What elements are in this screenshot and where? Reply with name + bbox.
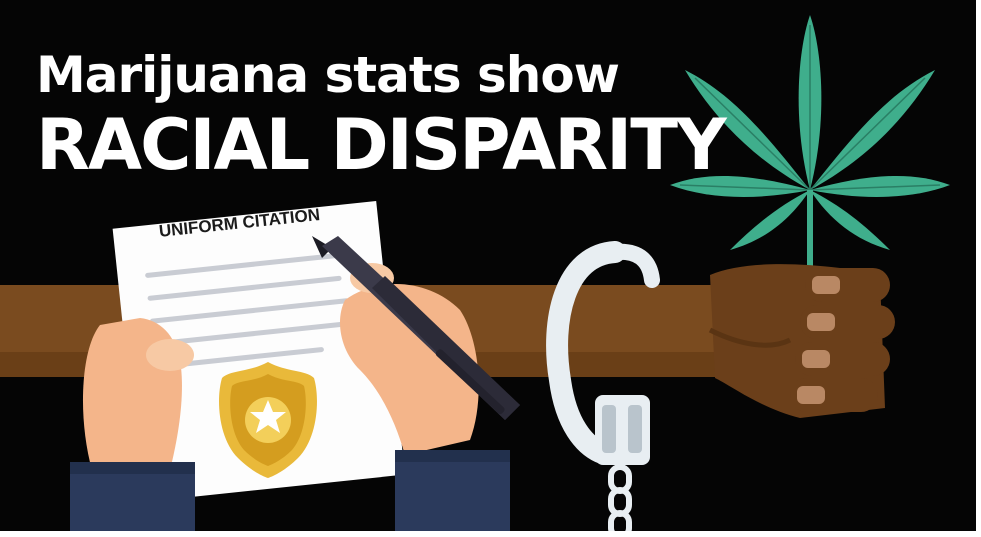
right-officer-hand <box>340 263 510 531</box>
headline-line-1: Marijuana stats show <box>36 46 620 104</box>
chain-icon <box>608 464 632 531</box>
cannabis-leaf-icon <box>670 15 950 300</box>
headline-line-2: RACIAL DISPARITY <box>36 104 727 186</box>
handcuff-icon <box>546 241 660 465</box>
fist <box>708 264 895 418</box>
left-officer-hand <box>70 318 195 531</box>
pen-icon <box>312 236 520 420</box>
police-badge-icon <box>219 362 317 478</box>
